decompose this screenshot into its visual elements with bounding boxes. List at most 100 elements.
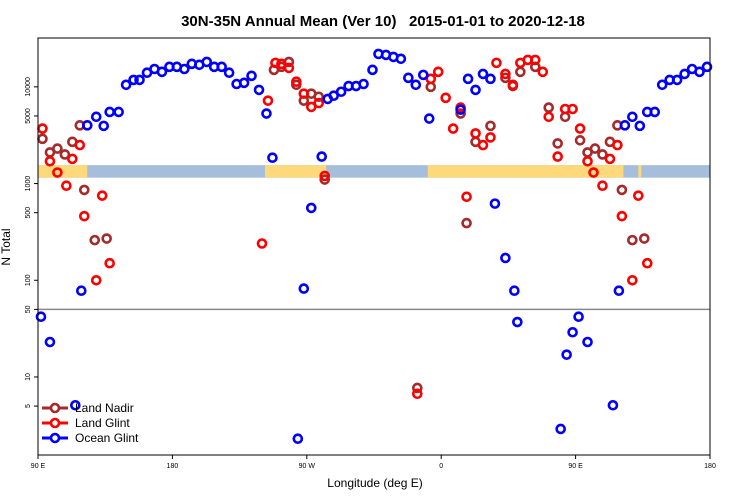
- ocean-glint-point: [417, 69, 429, 81]
- land-glint-point: [447, 123, 459, 134]
- ocean-glint-point: [35, 311, 47, 322]
- ocean-glint-point: [613, 285, 625, 296]
- land-glint-point: [276, 58, 287, 70]
- land-nadir-point: [543, 102, 555, 113]
- ocean-glint-point: [179, 63, 190, 75]
- land-glint-point: [104, 257, 115, 269]
- ocean-glint-point: [81, 120, 93, 131]
- land-glint-point: [67, 153, 78, 165]
- land-glint-point: [627, 274, 638, 286]
- data-points: [35, 48, 713, 444]
- land-nadir-point: [313, 91, 325, 103]
- ocean-glint-point: [701, 61, 713, 73]
- ocean-glint-point: [489, 198, 501, 209]
- land-glint-point: [597, 180, 608, 192]
- ocean-glint-point: [201, 56, 213, 68]
- ocean-glint-point: [561, 349, 572, 360]
- ocean-glint-point: [423, 113, 435, 124]
- land-glint-point: [461, 191, 472, 203]
- land-nadir-point: [616, 184, 628, 196]
- land-nadir-point: [412, 382, 423, 394]
- ocean-glint-point: [395, 53, 407, 65]
- x-tick-label: 180: [704, 463, 716, 470]
- land-segment: [264, 165, 327, 178]
- y-tick-label: 10000: [25, 77, 32, 97]
- land-glint-point: [44, 155, 56, 167]
- ocean-glint-point: [679, 68, 690, 80]
- land-glint-point: [612, 139, 623, 151]
- ocean-glint-point: [128, 74, 139, 86]
- land-glint-point: [604, 153, 616, 165]
- land-nadir-point: [455, 108, 466, 119]
- land-glint-point: [477, 139, 489, 151]
- ocean-glint-point: [627, 111, 638, 123]
- legend-label: Land Nadir: [75, 401, 134, 415]
- land-nadir-point: [461, 217, 472, 229]
- land-glint-point: [567, 103, 578, 115]
- land-glint-point: [616, 210, 628, 222]
- land-glint-point: [96, 190, 108, 201]
- ocean-glint-point: [470, 84, 481, 96]
- land-glint-point: [256, 238, 268, 249]
- ocean-glint-point: [367, 64, 378, 76]
- land-nadir-point: [574, 135, 586, 146]
- land-nadir-point: [101, 233, 112, 244]
- land-nadir-point: [52, 143, 63, 154]
- ocean-glint-point: [246, 70, 257, 82]
- ocean-glint-point: [649, 106, 661, 118]
- ocean-glint-point: [267, 152, 278, 164]
- land-glint-point: [529, 54, 541, 66]
- land-glint-point: [291, 76, 302, 88]
- ocean-glint-point: [223, 67, 235, 79]
- land-glint-point: [78, 210, 90, 222]
- land-nadir-point: [515, 66, 526, 78]
- ocean-glint-point: [619, 120, 631, 131]
- land-nadir-point: [319, 174, 331, 185]
- land-nadir-point: [552, 138, 563, 149]
- land-glint-point: [582, 155, 593, 167]
- land-glint-point: [262, 95, 274, 106]
- land-nadir-point: [37, 133, 48, 145]
- ocean-glint-point: [292, 433, 304, 444]
- land-nadir-point: [627, 234, 638, 246]
- land-nadir-point: [589, 143, 601, 154]
- ocean-glint-point: [261, 108, 272, 119]
- land-segment: [38, 165, 88, 178]
- land-glint-point: [37, 123, 48, 134]
- land-glint-point: [574, 123, 586, 134]
- ocean-glint-point: [462, 73, 474, 85]
- ocean-glint-point: [44, 336, 56, 348]
- land-segment: [638, 165, 642, 178]
- ocean-glint-point: [555, 423, 566, 435]
- x-tick-label: 90 E: [568, 463, 583, 470]
- ocean-glint-point: [104, 106, 115, 118]
- ocean-glint-point: [500, 252, 511, 264]
- ocean-glint-point: [512, 316, 523, 328]
- land-glint-point: [507, 79, 519, 91]
- plot-frame: [37, 37, 711, 456]
- ocean-glint-point: [634, 120, 646, 132]
- ocean-glint-point: [694, 66, 705, 78]
- land-glint-point: [500, 68, 511, 80]
- ocean-glint-point: [316, 151, 328, 162]
- land-glint-point: [74, 139, 86, 151]
- land-glint-point: [543, 111, 555, 123]
- chart-title: 30N-35N Annual Mean (Ver 10) 2015-01-01 …: [181, 13, 585, 30]
- land-nadir-point: [59, 149, 71, 160]
- ocean-glint-point: [485, 73, 496, 85]
- land-glint-point: [61, 180, 72, 192]
- ocean-glint-point: [582, 336, 593, 348]
- y-tick-label: 5: [25, 404, 32, 408]
- land-nadir-point: [500, 72, 511, 84]
- ocean-glint-point: [477, 68, 489, 80]
- land-glint-point: [537, 66, 549, 78]
- land-glint-point: [440, 92, 451, 104]
- land-glint-point: [412, 388, 423, 400]
- ocean-glint-point: [253, 84, 265, 96]
- ocean-glint-point: [305, 202, 317, 214]
- land-mask-strip: [38, 165, 710, 178]
- land-glint-point: [283, 62, 295, 74]
- land-glint-point: [491, 57, 502, 69]
- ocean-glint-point: [335, 86, 347, 98]
